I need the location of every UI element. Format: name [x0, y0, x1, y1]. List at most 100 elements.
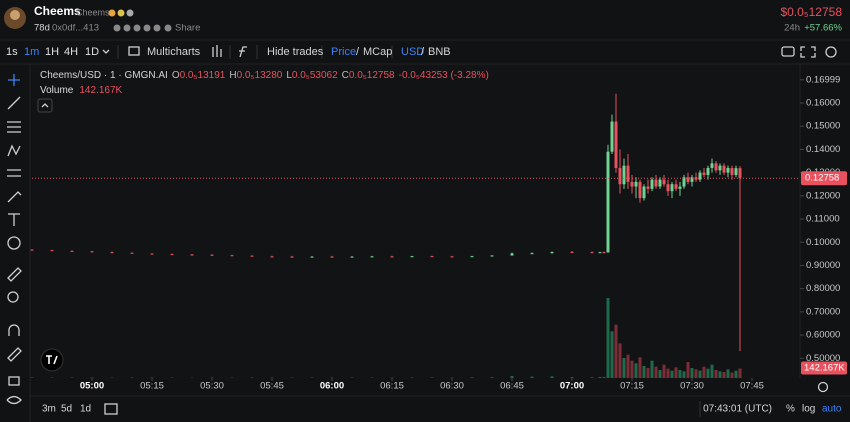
fib-tool[interactable] [7, 169, 21, 177]
x-tick-label: 06:45 [500, 381, 524, 392]
hide-trades-button[interactable]: Hide trades [267, 46, 324, 58]
volume-bar [670, 370, 674, 378]
candle-body [642, 186, 646, 199]
crosshair-tool[interactable] [8, 74, 20, 86]
emoji-tool[interactable] [7, 236, 21, 250]
brush-tool[interactable] [7, 191, 22, 203]
interval-button[interactable]: 4H [64, 46, 78, 58]
toggle-active[interactable]: USD [401, 46, 424, 58]
reset-icon[interactable] [817, 381, 829, 393]
candle-body [686, 177, 690, 182]
volume-bar [686, 362, 690, 378]
auto-button[interactable]: auto [822, 404, 842, 415]
toolbar: 1s 1m 1H 4H 1D Multicharts Hide trades Price / MC… [6, 45, 837, 59]
legend-value: 0.0₅13191 [180, 70, 226, 81]
interval-button[interactable]: 1m [24, 46, 39, 58]
magnet-tool[interactable] [8, 324, 20, 336]
interval-button[interactable]: 1s [6, 46, 18, 58]
screenshot-icon[interactable] [781, 46, 795, 57]
candle-body [50, 250, 54, 252]
dropdown-icon[interactable] [102, 49, 110, 54]
tv-logo[interactable] [40, 348, 64, 372]
multichart-icon[interactable] [128, 46, 140, 56]
y-tick-label: 0.60000 [806, 330, 840, 341]
zoom-tool[interactable] [7, 291, 19, 303]
lock-draw-tool[interactable] [7, 347, 22, 362]
volume-bar [710, 364, 714, 378]
calendar-icon[interactable] [104, 403, 118, 415]
volume-bar [610, 331, 614, 378]
y-tick-label: 0.50000 [806, 353, 840, 364]
visibility-tool[interactable] [6, 395, 22, 405]
lock-tool[interactable] [8, 376, 20, 386]
range-button[interactable]: 3m [42, 404, 56, 415]
last-price-label: 0.12758 [805, 173, 839, 184]
candle-body [670, 184, 674, 192]
volume-line: Volume 142.167K [40, 85, 123, 96]
candle-body [710, 163, 714, 168]
token-address[interactable]: 0x0df...413 [52, 23, 99, 34]
toggle-option[interactable]: BNB [428, 46, 451, 58]
fx-icon[interactable] [239, 46, 247, 58]
interval-button[interactable]: 1D [85, 46, 99, 58]
candle-body [666, 184, 670, 192]
legend-key: L [286, 70, 292, 81]
candle-body [490, 255, 494, 257]
volume-bar [738, 368, 742, 378]
text-tool[interactable] [8, 213, 20, 226]
x-tick-label: 06:15 [380, 381, 404, 392]
settings-icon[interactable] [825, 46, 837, 58]
candle-body [654, 179, 658, 187]
pattern-tool[interactable] [7, 144, 21, 157]
volume-bar [90, 377, 94, 378]
toggle-option[interactable]: MCap [363, 46, 392, 58]
token-age: 78d [34, 23, 50, 34]
social-icons [113, 24, 172, 32]
candle-body [706, 167, 710, 175]
candle-body [30, 249, 34, 251]
last-price-tag [801, 171, 847, 186]
volume-bar [734, 370, 738, 378]
candle-body [550, 251, 554, 254]
volume-bar [658, 370, 662, 378]
volume-bar [706, 368, 710, 378]
y-tick-label: 0.10000 [806, 237, 840, 248]
volume-tag-label: 142.167K [804, 363, 845, 374]
volume-bar [654, 366, 658, 378]
volume-bar [598, 377, 602, 378]
candle-body [730, 167, 734, 175]
log-button[interactable]: log [802, 404, 815, 415]
volume-bar [510, 376, 514, 378]
fullscreen-icon[interactable] [800, 46, 816, 58]
channel-tool[interactable] [7, 121, 21, 133]
candle-body [690, 177, 694, 182]
y-tick-label: 0.11000 [806, 214, 840, 225]
candle-body [90, 251, 94, 253]
toggle-active[interactable]: Price [331, 46, 356, 58]
candle-body [390, 256, 394, 258]
collapse-button[interactable] [37, 98, 53, 113]
token-ticker: Cheems [76, 7, 110, 17]
legend: Cheems/USD · 1 · GMGN.AI O0.0₅13191 H0.0₅1… [37, 70, 489, 113]
candle-body [658, 179, 662, 187]
y-tick-label: 0.15000 [806, 121, 840, 132]
y-tick-label: 0.16999 [806, 74, 840, 85]
range-button[interactable]: 5d [61, 404, 72, 415]
ruler-tool[interactable] [7, 267, 22, 282]
percent-button[interactable]: % [786, 404, 795, 415]
volume-bar [662, 364, 666, 378]
line-tool[interactable] [7, 96, 21, 110]
x-tick-label: 05:15 [140, 381, 164, 392]
candle-body [230, 255, 234, 257]
share-button[interactable]: Share [175, 23, 200, 34]
candle-body [598, 252, 602, 254]
collapse-icon [41, 103, 49, 108]
interval-button[interactable]: 1H [45, 46, 59, 58]
avatar-face [10, 10, 20, 20]
indicator-icon[interactable] [212, 45, 222, 57]
candle-body [310, 256, 314, 258]
range-button[interactable]: 1d [80, 404, 91, 415]
change: +57.66% [804, 23, 842, 34]
multicharts-button[interactable]: Multicharts [147, 46, 201, 58]
